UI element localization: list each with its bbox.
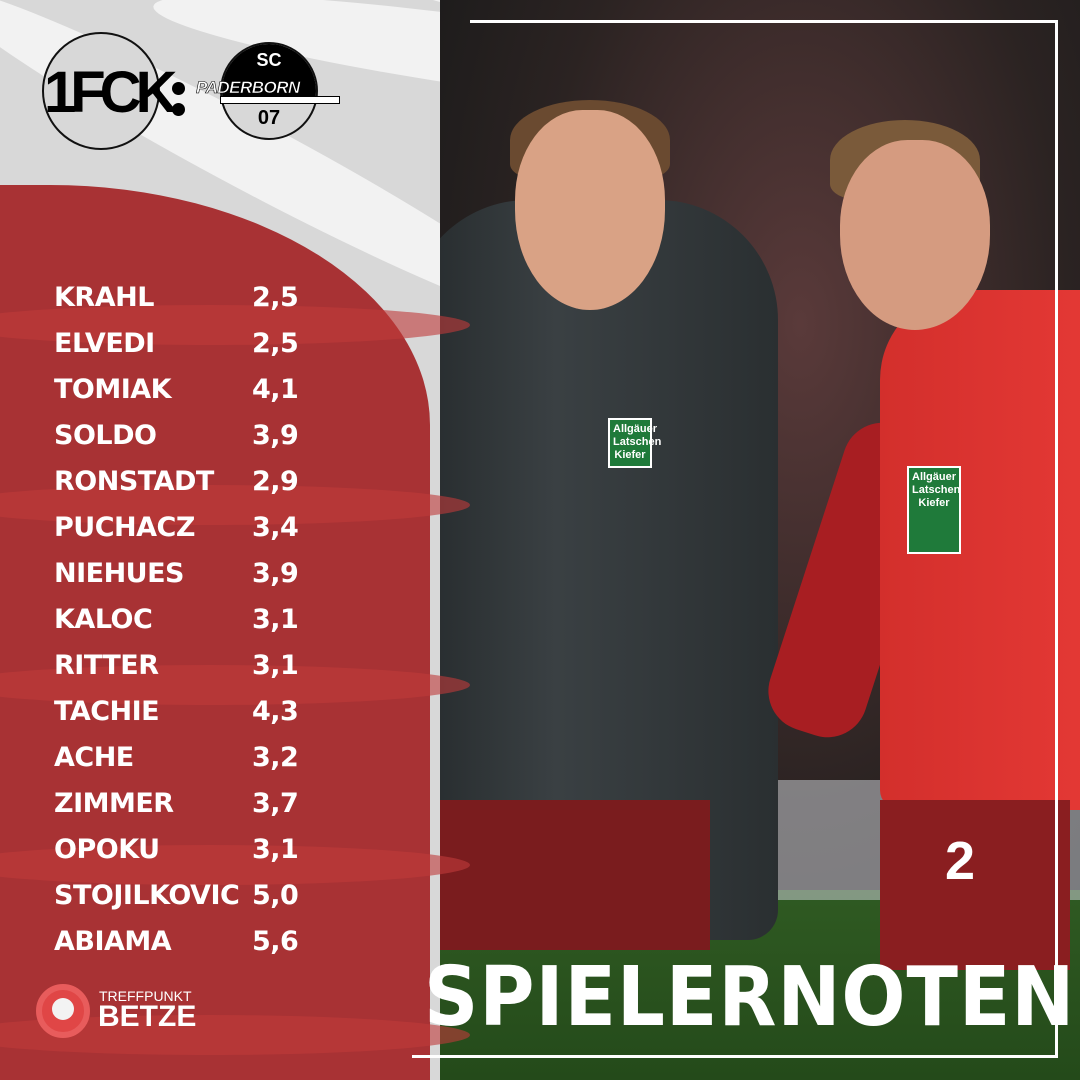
player-name: ZIMMER: [54, 788, 174, 819]
rating-row: TOMIAK 4,1: [54, 372, 314, 418]
frame-line: [1055, 20, 1058, 1058]
player-name: RITTER: [54, 650, 159, 681]
player-grade: 2,5: [252, 328, 299, 359]
rating-row: NIEHUES 3,9: [54, 556, 314, 602]
player-grade: 4,3: [252, 696, 299, 727]
paderborn-logo-bar: [220, 96, 340, 104]
player-name: OPOKU: [54, 834, 160, 865]
player-head: [515, 110, 665, 310]
player-grade: 5,0: [252, 880, 299, 911]
sponsor-badge: Allgäuer Latschen Kiefer: [608, 418, 661, 468]
player-grade: 3,1: [252, 604, 299, 635]
player-grade: 3,7: [252, 788, 299, 819]
rating-row: ACHE 3,2: [54, 740, 314, 786]
player-grade: 3,9: [252, 420, 299, 451]
fck-logo: 1FCK: [42, 32, 177, 150]
player-grade: 3,9: [252, 558, 299, 589]
player-shorts-2: [880, 800, 1070, 970]
player-grade: 3,4: [252, 512, 299, 543]
ratings-panel: [0, 185, 470, 1080]
sponsor-badge-2: Allgäuer Latschen Kiefer: [907, 466, 961, 554]
player-name: NIEHUES: [54, 558, 185, 589]
player-grade: 5,6: [252, 926, 299, 957]
player-name: STOJILKOVIC: [54, 880, 240, 911]
rating-row: KRAHL 2,5: [54, 280, 314, 326]
rating-row: SOLDO 3,9: [54, 418, 314, 464]
player-name: ABIAMA: [54, 926, 172, 957]
player-grade: 4,1: [252, 374, 299, 405]
player-name: TOMIAK: [54, 374, 172, 405]
frame-line: [412, 1055, 1058, 1058]
player-shorts: [420, 800, 710, 950]
player-grade: 3,2: [252, 742, 299, 773]
frame-line: [470, 20, 1058, 23]
page-title: SPIELERNOTEN: [424, 950, 1076, 1045]
devil-pin-icon: [36, 984, 90, 1038]
versus-colon: [172, 82, 186, 122]
player-ratings-list: KRAHL 2,5 ELVEDI 2,5 TOMIAK 4,1 SOLDO 3,9 RONSTA…: [54, 280, 314, 970]
player-grade: 3,1: [252, 834, 299, 865]
rating-row: OPOKU 3,1: [54, 832, 314, 878]
rating-row: ELVEDI 2,5: [54, 326, 314, 372]
player-name: KALOC: [54, 604, 153, 635]
player-name: PUCHACZ: [54, 512, 195, 543]
rating-row: ZIMMER 3,7: [54, 786, 314, 832]
paderborn-logo-name: PADERBORN: [196, 78, 301, 98]
player-name: ELVEDI: [54, 328, 155, 359]
rating-row: TACHIE 4,3: [54, 694, 314, 740]
rating-row: PUCHACZ 3,4: [54, 510, 314, 556]
rating-row: RITTER 3,1: [54, 648, 314, 694]
player-head-2: [840, 140, 990, 330]
rating-row: RONSTADT 2,9: [54, 464, 314, 510]
player-name: TACHIE: [54, 696, 160, 727]
player-name: ACHE: [54, 742, 134, 773]
players-photo: Allgäuer Latschen Kiefer 2 Allgäuer Lats…: [380, 0, 1080, 1080]
rating-row: ABIAMA 5,6: [54, 924, 314, 970]
player-grade: 3,1: [252, 650, 299, 681]
player-grade: 2,9: [252, 466, 299, 497]
rating-row: STOJILKOVIC 5,0: [54, 878, 314, 924]
player-name: RONSTADT: [54, 466, 214, 497]
shirt-number: 2: [945, 831, 976, 891]
player-name: SOLDO: [54, 420, 157, 451]
player-grade: 2,5: [252, 282, 299, 313]
player-name: KRAHL: [54, 282, 154, 313]
rating-row: KALOC 3,1: [54, 602, 314, 648]
paderborn-logo: SC 07: [220, 42, 318, 140]
